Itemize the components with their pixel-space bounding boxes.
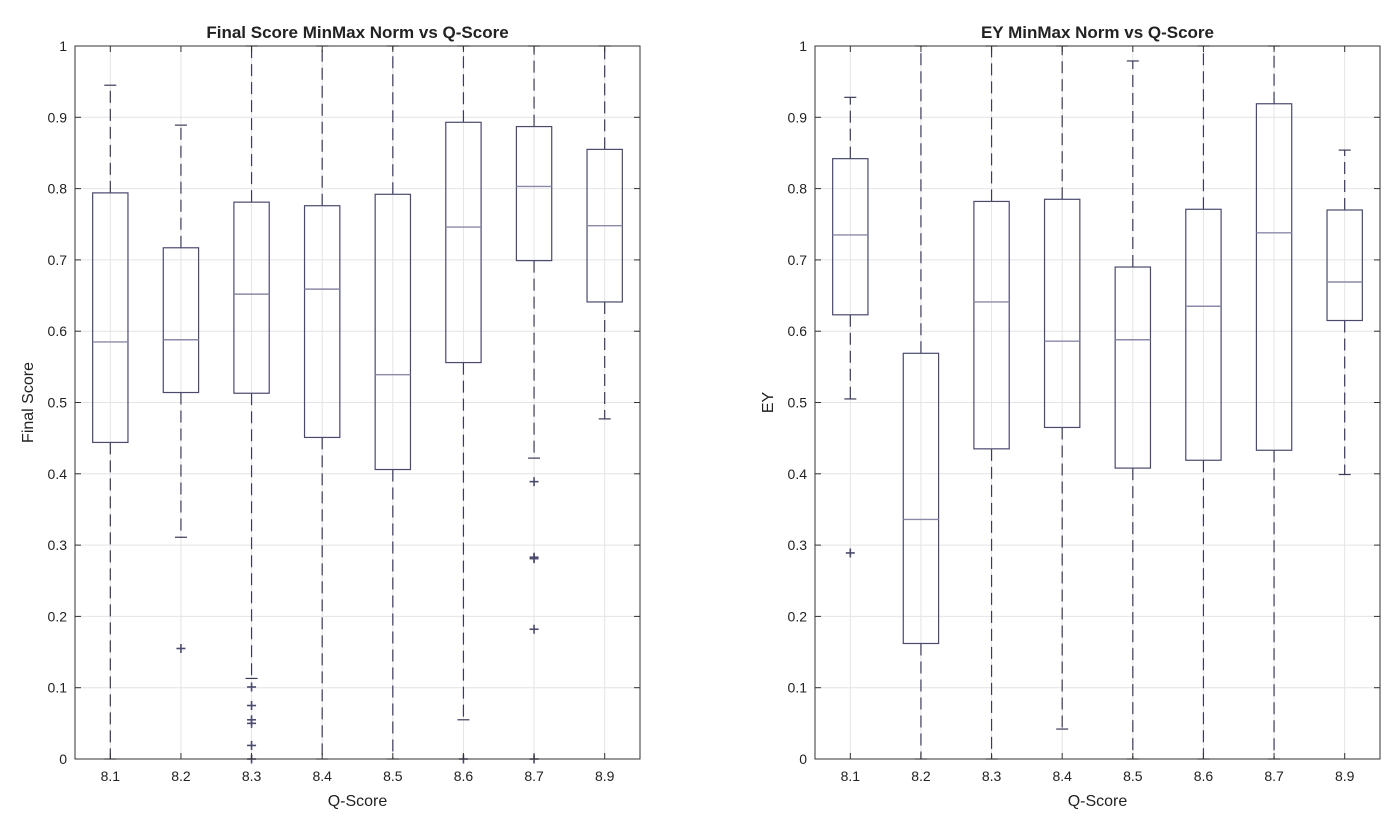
right-chart-title: EY MinMax Norm vs Q-Score	[981, 23, 1214, 42]
box-group-8.1	[92, 84, 129, 760]
y-tick-label: 0.5	[788, 395, 808, 411]
y-tick-label: 0.2	[788, 608, 808, 624]
box-iqr	[515, 125, 553, 262]
outlier-point	[529, 624, 539, 634]
left-x-axis-label: Q-Score	[328, 793, 388, 810]
x-tick-label: 8.9	[1335, 768, 1355, 784]
right-chart: EY MinMax Norm vs Q-Score Q-Score EY 8.1…	[760, 23, 1381, 810]
outlier-point	[176, 643, 186, 653]
left-chart: Final Score MinMax Norm vs Q-Score Q-Sco…	[20, 23, 641, 810]
y-tick-label: 1	[799, 38, 807, 54]
x-tick-label: 8.7	[524, 768, 544, 784]
x-tick-label: 8.4	[1052, 768, 1072, 784]
box-iqr	[832, 158, 869, 316]
x-tick-label: 8.2	[171, 768, 191, 784]
right-tick-marks	[815, 45, 1380, 760]
x-tick-label: 8.3	[982, 768, 1002, 784]
x-tick-label: 8.6	[1194, 768, 1214, 784]
box-group-8.7	[515, 45, 553, 764]
y-tick-label: 0.4	[788, 466, 808, 482]
box-iqr	[1255, 103, 1293, 451]
x-tick-label: 8.7	[1264, 768, 1284, 784]
box-iqr	[303, 205, 341, 439]
x-tick-label: 8.5	[1123, 768, 1143, 784]
right-x-tick-labels: 8.1 8.2 8.3 8.4 8.5 8.6 8.7 8.9	[841, 768, 1355, 784]
y-tick-label: 0	[799, 751, 807, 767]
y-tick-label: 0.3	[788, 537, 808, 553]
box-iqr	[1114, 266, 1152, 469]
box-iqr	[1043, 198, 1081, 429]
y-tick-label: 0.7	[48, 252, 68, 268]
y-tick-label: 0.4	[48, 466, 68, 482]
box-group-8.4	[303, 45, 341, 760]
y-tick-label: 0.8	[788, 181, 808, 197]
right-box-marks	[832, 45, 1363, 760]
box-iqr	[445, 121, 482, 364]
box-group-8.9	[1326, 149, 1363, 476]
y-tick-label: 0.2	[48, 608, 68, 624]
x-tick-label: 8.2	[911, 768, 931, 784]
left-x-tick-labels: 8.1 8.2 8.3 8.4 8.5 8.6 8.7 8.9	[101, 768, 615, 784]
outlier-point	[247, 682, 257, 692]
y-tick-label: 0.8	[48, 181, 68, 197]
outlier-point	[529, 477, 539, 487]
left-y-tick-labels: 0 0.1 0.2 0.3 0.4 0.5 0.6 0.7 0.8 0.9 1	[48, 38, 68, 767]
box-group-8.2	[162, 124, 200, 653]
x-tick-label: 8.1	[101, 768, 121, 784]
box-iqr	[233, 201, 270, 394]
y-tick-label: 0.6	[788, 323, 808, 339]
x-tick-label: 8.3	[242, 768, 262, 784]
y-tick-label: 0.7	[788, 252, 808, 268]
left-chart-title: Final Score MinMax Norm vs Q-Score	[206, 23, 508, 42]
left-y-axis-label: Final Score	[20, 362, 37, 443]
box-iqr	[902, 352, 940, 645]
box-iqr	[92, 192, 129, 444]
left-tick-marks	[75, 45, 640, 760]
box-iqr	[374, 193, 412, 471]
outlier-point	[529, 554, 539, 564]
box-iqr	[973, 200, 1010, 450]
x-tick-label: 8.9	[595, 768, 615, 784]
box-group-8.1	[832, 96, 869, 558]
x-tick-label: 8.4	[312, 768, 332, 784]
outlier-point	[247, 740, 257, 750]
y-tick-label: 0.9	[48, 109, 68, 125]
box-group-8.5	[1114, 60, 1152, 760]
y-tick-label: 1	[59, 38, 67, 54]
right-x-axis-label: Q-Score	[1068, 793, 1128, 810]
y-tick-label: 0.1	[48, 680, 68, 696]
box-iqr	[1185, 208, 1222, 461]
y-tick-label: 0.3	[48, 537, 68, 553]
y-tick-label: 0.1	[788, 680, 808, 696]
y-tick-label: 0	[59, 751, 67, 767]
x-tick-label: 8.6	[454, 768, 474, 784]
right-y-tick-labels: 0 0.1 0.2 0.3 0.4 0.5 0.6 0.7 0.8 0.9 1	[788, 38, 808, 767]
outlier-point	[247, 718, 257, 728]
box-iqr	[1326, 209, 1363, 322]
outlier-point	[845, 548, 855, 558]
y-tick-label: 0.5	[48, 395, 68, 411]
left-box-marks	[92, 45, 623, 764]
outlier-point	[247, 701, 257, 711]
y-tick-label: 0.6	[48, 323, 68, 339]
x-tick-label: 8.5	[383, 768, 403, 784]
box-iqr	[162, 247, 200, 394]
x-tick-label: 8.1	[841, 768, 861, 784]
right-y-axis-label: EY	[760, 392, 777, 414]
y-tick-label: 0.9	[788, 109, 808, 125]
